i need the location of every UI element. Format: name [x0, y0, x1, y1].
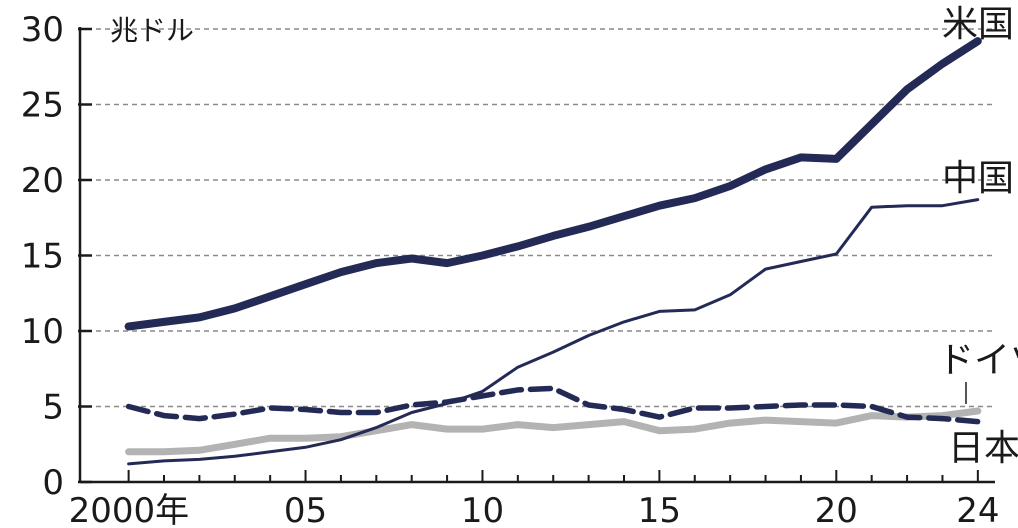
- series-label-usa: 米国: [942, 4, 1014, 45]
- series-line-3: [125, 407, 982, 456]
- series-line-2: [125, 385, 981, 425]
- x-tick-label-2015: 15: [638, 491, 681, 528]
- x-tick-label-2000: 2000年: [69, 491, 190, 528]
- x-tick-label-2020: 20: [815, 491, 858, 528]
- series-label-germany: ドイツ: [938, 340, 1018, 381]
- label-layer: 兆ドル 米国 中国 ドイツ 日本: [110, 4, 1018, 469]
- y-tick-label-25: 25: [21, 86, 64, 126]
- y-tick-label-15: 15: [21, 237, 64, 277]
- series-line-0: [124, 37, 982, 331]
- series-layer: [124, 37, 982, 466]
- grid-layer: [78, 28, 995, 408]
- x-tick-label-2024: 24: [956, 491, 999, 528]
- y-unit-label: 兆ドル: [110, 14, 194, 47]
- series-line-1: [127, 198, 980, 466]
- y-tick-label-20: 20: [21, 161, 64, 201]
- series-label-china: 中国: [942, 158, 1014, 199]
- y-tick-label-10: 10: [21, 312, 64, 352]
- series-label-japan: 日本: [948, 428, 1018, 469]
- y-tick-label-0: 0: [42, 463, 64, 503]
- x-tick-label-2005: 05: [284, 491, 327, 528]
- y-tick-label-5: 5: [42, 388, 64, 428]
- x-tick-label-2010: 10: [461, 491, 504, 528]
- y-tick-label-30: 30: [21, 10, 64, 50]
